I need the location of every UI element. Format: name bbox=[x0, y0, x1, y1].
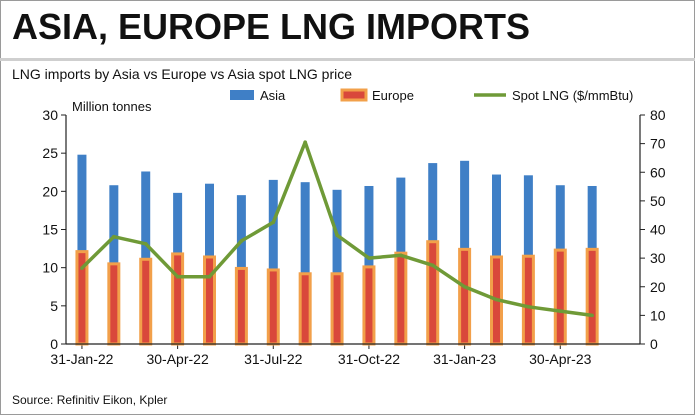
x-axis-tick-label: 30-Apr-22 bbox=[146, 351, 208, 367]
europe-bar bbox=[330, 272, 344, 346]
right-axis-tick-label: 40 bbox=[650, 222, 666, 238]
legend-label-spot: Spot LNG ($/mmBtu) bbox=[512, 88, 633, 103]
x-axis-tick-label: 31-Jan-23 bbox=[433, 351, 496, 367]
spot-lng-point bbox=[335, 233, 339, 238]
asia-bar bbox=[364, 185, 374, 344]
left-axis-tick-label: 10 bbox=[42, 260, 58, 276]
europe-bar bbox=[458, 247, 472, 346]
spot-lng-point bbox=[494, 297, 499, 302]
europe-bar bbox=[203, 255, 216, 346]
europe-bar bbox=[298, 272, 312, 346]
spot-lng-point bbox=[112, 234, 116, 239]
asia-bar bbox=[300, 182, 310, 344]
spot-lng-point bbox=[367, 256, 371, 260]
left-axis-tick-label: 5 bbox=[50, 298, 58, 314]
spot-lng-point bbox=[271, 220, 276, 225]
europe-bar bbox=[553, 248, 567, 346]
right-axis-tick-label: 30 bbox=[650, 250, 666, 266]
europe-bar bbox=[426, 240, 440, 346]
europe-bar bbox=[266, 268, 280, 346]
asia-bar bbox=[141, 171, 151, 344]
europe-bar bbox=[521, 254, 535, 346]
europe-bar bbox=[107, 262, 121, 346]
asia-bar bbox=[332, 189, 342, 344]
spot-lng-point bbox=[80, 266, 84, 270]
right-axis-tick-label: 20 bbox=[650, 279, 666, 295]
chart-subtitle: LNG imports by Asia vs Europe vs Asia sp… bbox=[12, 66, 353, 82]
europe-bar bbox=[234, 266, 248, 346]
left-axis-tick-label: 25 bbox=[42, 145, 58, 161]
spot-lng-point bbox=[399, 253, 403, 258]
europe-bar bbox=[362, 265, 376, 346]
spot-lng-point bbox=[303, 140, 307, 144]
asia-bar bbox=[268, 179, 278, 344]
right-axis-tick-label: 60 bbox=[650, 164, 666, 180]
right-axis-tick-label: 10 bbox=[650, 307, 666, 323]
europe-bar bbox=[139, 257, 153, 346]
source-note: Source: Refinitiv Eikon, Kpler bbox=[12, 393, 168, 407]
europe-bar bbox=[171, 252, 185, 346]
asia-bar bbox=[77, 154, 87, 344]
title-divider bbox=[0, 58, 695, 61]
europe-bar bbox=[585, 247, 599, 346]
spot-lng-point bbox=[590, 313, 594, 318]
legend-label-europe: Europe bbox=[372, 88, 414, 103]
spot-lng-point bbox=[462, 284, 467, 289]
left-axis-title: Million tonnes bbox=[72, 99, 152, 114]
spot-lng-point bbox=[430, 263, 435, 268]
legend-swatch-europe bbox=[340, 88, 368, 102]
x-axis-tick-label: 31-Jan-22 bbox=[50, 351, 113, 367]
legend-label-asia: Asia bbox=[260, 88, 286, 103]
page-title: ASIA, EUROPE LNG IMPORTS bbox=[12, 6, 531, 47]
x-axis-tick-label: 30-Apr-23 bbox=[529, 351, 591, 367]
x-axis-tick-label: 31-Oct-22 bbox=[338, 351, 400, 367]
legend: Asia Europe Spot LNG ($/mmBtu) bbox=[230, 88, 633, 103]
x-axis-tick-label: 31-Jul-22 bbox=[244, 351, 303, 367]
spot-lng-point bbox=[143, 242, 148, 246]
right-axis-tick-label: 50 bbox=[650, 193, 666, 209]
spot-lng-point bbox=[558, 309, 563, 313]
right-axis-tick-label: 80 bbox=[650, 107, 666, 123]
left-axis-tick-label: 15 bbox=[42, 222, 58, 238]
left-axis-tick-label: 0 bbox=[50, 336, 58, 352]
spot-lng-point bbox=[239, 239, 244, 243]
right-axis-tick-label: 70 bbox=[650, 136, 666, 152]
right-axis-tick-label: 0 bbox=[650, 336, 658, 352]
spot-lng-point bbox=[175, 274, 180, 279]
europe-bar bbox=[394, 251, 408, 346]
left-axis-tick-label: 30 bbox=[42, 107, 58, 123]
spot-lng-point bbox=[526, 304, 531, 309]
spot-lng-point bbox=[207, 274, 212, 279]
left-axis-tick-label: 20 bbox=[42, 183, 58, 199]
legend-swatch-asia bbox=[230, 90, 254, 100]
